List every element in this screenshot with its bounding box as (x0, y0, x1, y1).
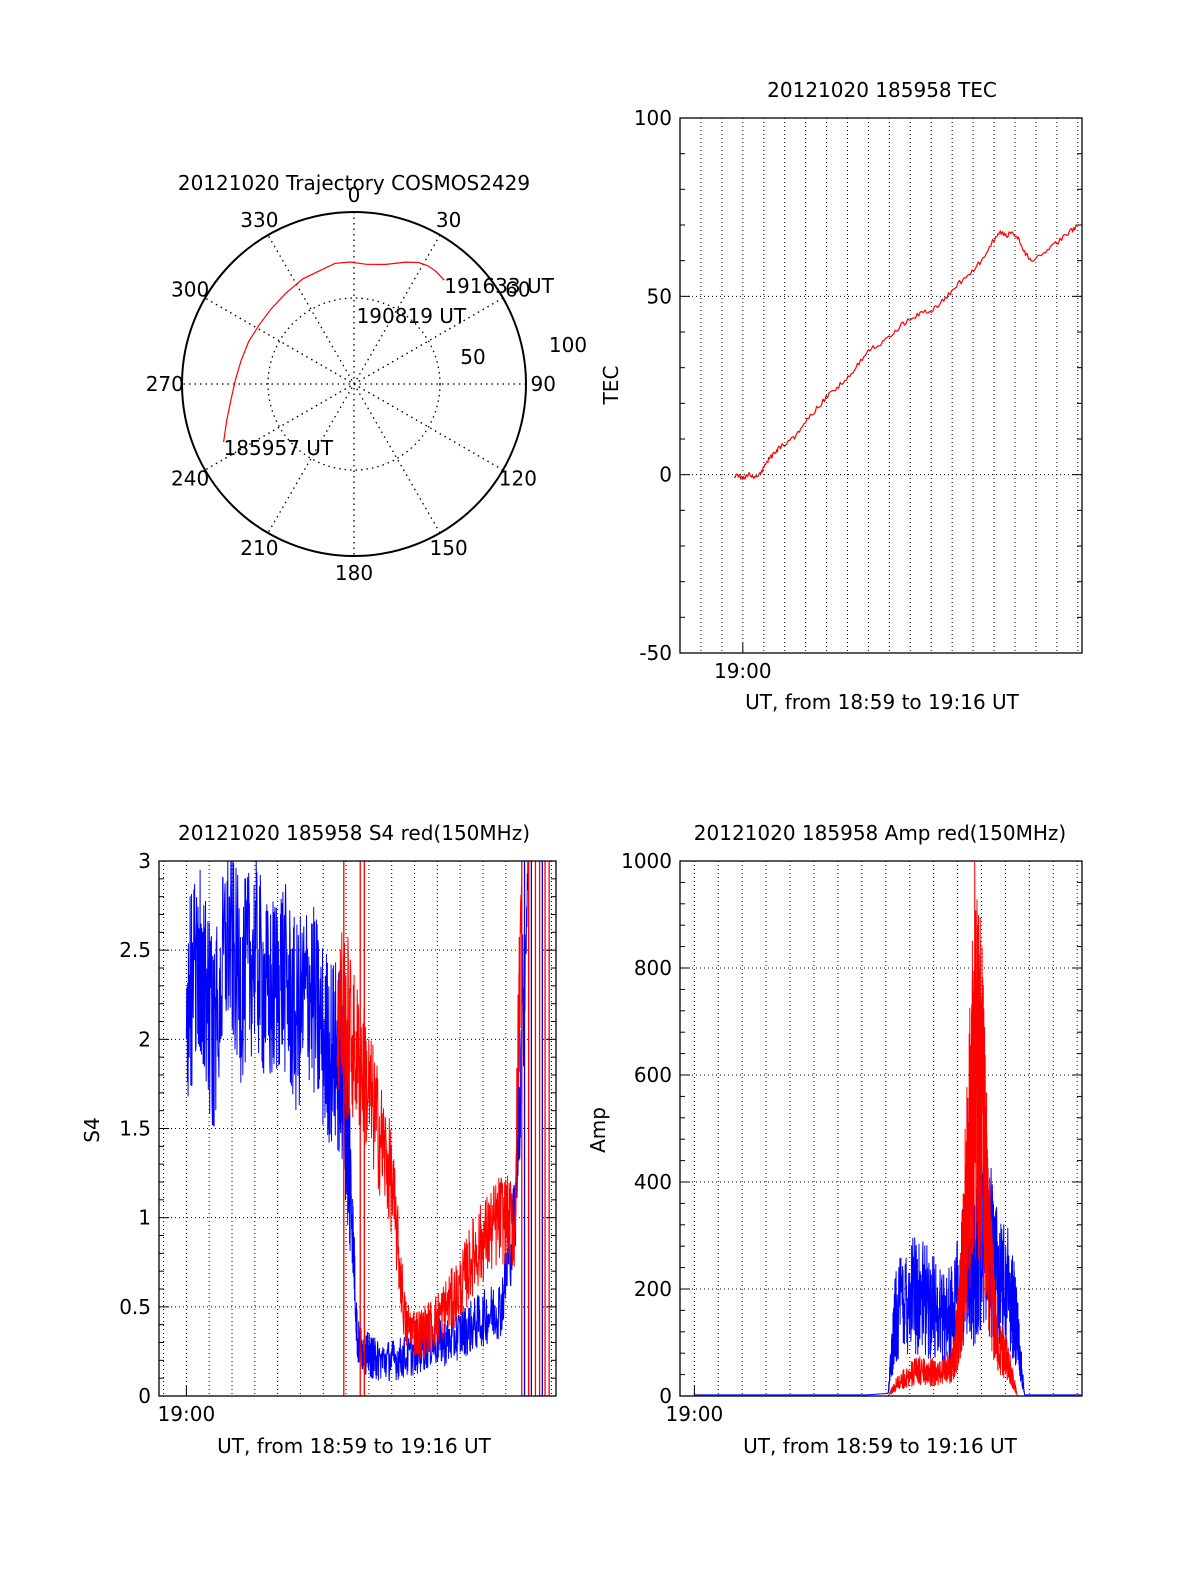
amp-series (694, 861, 1081, 1397)
y-tick-label: 0.5 (119, 1295, 151, 1319)
y-tick-label: 800 (634, 956, 672, 980)
polar-annotations: 185957 UT 190819 UT 191633 UT (224, 274, 555, 460)
series-line-blue (694, 1147, 1081, 1396)
polar-radius-label: 50 (460, 345, 485, 369)
polar-trajectory-panel: 20121020 Trajectory COSMOS2429 0 30 60 90 12… (146, 171, 587, 585)
y-tick-label: 2.5 (119, 938, 151, 962)
y-tick-label: 0 (659, 1384, 672, 1408)
polar-azimuth-label: 330 (240, 208, 278, 232)
polar-annotation: 190819 UT (357, 304, 467, 328)
polar-trajectory-series (223, 261, 445, 443)
tec-x-axis-label: UT, from 18:59 to 19:16 UT (745, 690, 1020, 714)
polar-radius-label: 100 (549, 333, 587, 357)
polar-azimuth-label: 120 (499, 467, 537, 491)
polar-azimuth-label: 270 (146, 372, 184, 396)
y-tick-label: 50 (647, 284, 672, 308)
s4-y-axis-label: S4 (80, 1117, 104, 1142)
polar-azimuth-label: 150 (430, 536, 468, 560)
s4-x-axis-label: UT, from 18:59 to 19:16 UT (217, 1434, 492, 1458)
plot-frame (158, 860, 557, 1397)
y-tick-label: -50 (639, 641, 672, 665)
tec-title: 20121020 185958 TEC (767, 78, 997, 102)
polar-trajectory-line (223, 261, 445, 443)
amp-axes: 0 200 400 600 800 1000 19:00 (621, 849, 1083, 1426)
polar-azimuth-label: 0 (348, 183, 361, 207)
polar-azimuth-label: 60 (505, 277, 530, 301)
polar-annotation: 191633 UT (444, 274, 554, 298)
y-tick-label: 3 (138, 849, 151, 873)
series-line-red (694, 861, 1081, 1397)
y-tick-label: 1.5 (119, 1117, 151, 1141)
s4-series (185, 860, 550, 1396)
amp-title: 20121020 185958 Amp red(150MHz) (694, 821, 1066, 845)
x-tick-label: 19:00 (158, 1402, 216, 1426)
series-line-blue (185, 860, 529, 1382)
polar-title: 20121020 Trajectory COSMOS2429 (178, 171, 530, 195)
tec-panel: 20121020 185958 TEC -50 0 50 100 19:00 UT, f… (599, 78, 1083, 714)
polar-azimuth-label: 210 (240, 536, 278, 560)
polar-azimuth-label: 240 (171, 467, 209, 491)
x-tick-label: 19:00 (714, 659, 772, 683)
polar-grid (181, 211, 527, 557)
polar-grid-circle (267, 297, 441, 471)
polar-azimuth-label: 180 (335, 561, 373, 585)
polar-azimuth-labels: 0 30 60 90 120 150 180 210 240 270 300 330 (146, 183, 556, 585)
amp-y-axis-label: Amp (586, 1107, 610, 1153)
y-tick-label: 1 (138, 1206, 151, 1230)
polar-azimuth-label: 300 (171, 277, 209, 301)
tec-grid (680, 118, 1082, 653)
plot-frame (679, 860, 1083, 1397)
x-tick-label: 19:00 (666, 1402, 724, 1426)
amp-panel: 20121020 185958 Amp red(150MHz) 0 200 400 6… (586, 821, 1083, 1458)
y-tick-label: 0 (138, 1384, 151, 1408)
y-tick-label: 1000 (621, 849, 672, 873)
y-tick-label: 600 (634, 1063, 672, 1087)
tec-axes: -50 0 50 100 19:00 (634, 106, 1083, 683)
y-tick-label: 2 (138, 1027, 151, 1051)
y-tick-label: 0 (659, 463, 672, 487)
polar-azimuth-label: 30 (436, 208, 461, 232)
polar-azimuth-label: 90 (530, 372, 555, 396)
tec-series (733, 224, 1078, 480)
polar-annotation: 185957 UT (224, 436, 334, 460)
amp-grid (680, 861, 1082, 1396)
polar-radius-labels: 50 100 (460, 333, 587, 369)
series-line-red (336, 886, 523, 1359)
plot-frame (679, 117, 1083, 654)
s4-title: 20121020 185958 S4 red(150MHz) (178, 821, 530, 845)
tec-y-axis-label: TEC (599, 366, 623, 406)
series-line-red (733, 224, 1078, 480)
y-tick-label: 400 (634, 1170, 672, 1194)
y-tick-label: 100 (634, 106, 672, 130)
amp-x-axis-label: UT, from 18:59 to 19:16 UT (743, 1434, 1018, 1458)
s4-panel: 20121020 185958 S4 red(150MHz) 0 0.5 1 1.5 2… (80, 821, 557, 1458)
y-tick-label: 200 (634, 1277, 672, 1301)
s4-axes: 0 0.5 1 1.5 2 2.5 3 19:00 (119, 849, 557, 1426)
